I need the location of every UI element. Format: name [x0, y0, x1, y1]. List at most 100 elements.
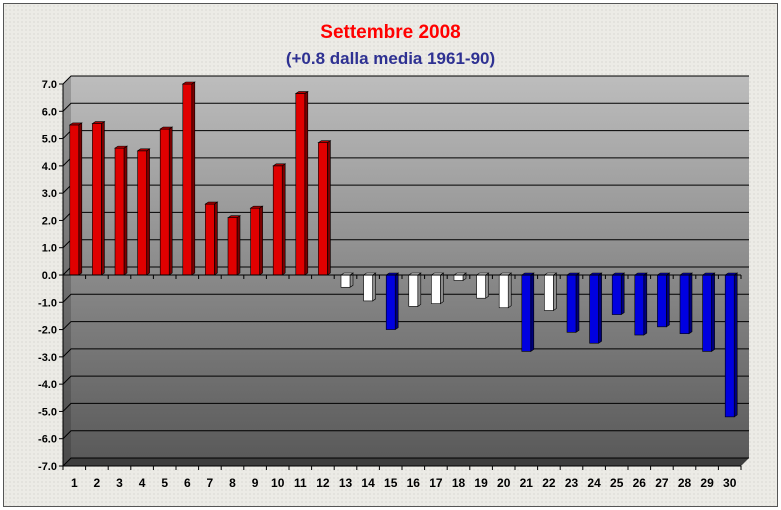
bar-day-22 — [543, 272, 558, 312]
x-tick-label: 22 — [542, 476, 556, 490]
bar — [205, 203, 215, 276]
bar-top — [91, 121, 106, 124]
bar-day-18 — [453, 272, 467, 282]
bar-top — [68, 122, 83, 126]
bar-day-15 — [385, 272, 400, 331]
bar-side — [733, 272, 738, 418]
bar — [431, 274, 441, 304]
bar-side — [711, 272, 715, 352]
x-tick-label: 24 — [587, 476, 601, 490]
x-tick-label: 2 — [94, 476, 101, 490]
bar-day-26 — [633, 272, 648, 336]
bar — [385, 274, 396, 330]
x-tick-label: 16 — [407, 476, 421, 490]
floor — [63, 458, 749, 466]
x-tick-label: 8 — [229, 476, 236, 490]
x-tick-label: 15 — [384, 476, 398, 490]
bar-side — [620, 272, 625, 316]
bar-day-4 — [136, 148, 151, 276]
x-tick-label: 25 — [610, 476, 624, 490]
y-tick-label: -2.0 — [38, 325, 57, 337]
gridline — [62, 457, 749, 467]
gridline — [62, 430, 749, 440]
bar-side — [440, 272, 444, 305]
bar-top — [272, 163, 287, 167]
bar-day-12 — [317, 140, 332, 276]
bar — [724, 274, 735, 418]
y-tick-label: 0.0 — [42, 270, 57, 282]
bar — [272, 165, 283, 276]
bar — [92, 123, 102, 276]
x-tick-label: 3 — [116, 476, 123, 490]
bar-side — [146, 148, 150, 276]
x-tick-label: 30 — [723, 476, 737, 490]
bar-day-30 — [724, 272, 739, 418]
chart-subtitle: (+0.8 dalla media 1961-90) — [285, 49, 496, 68]
bar-top — [249, 205, 264, 209]
bar-day-20 — [498, 272, 513, 309]
bar-side — [281, 163, 286, 276]
bar — [611, 274, 622, 315]
bar-side — [78, 122, 83, 276]
bar — [318, 142, 328, 276]
x-tick-label: 23 — [565, 476, 579, 490]
bar-side — [643, 272, 648, 336]
y-tick-label: -1.0 — [38, 297, 57, 309]
y-tick-label: 3.0 — [42, 188, 57, 200]
x-tick-label: 5 — [161, 476, 168, 490]
x-tick-label: 19 — [474, 476, 488, 490]
gridline — [62, 102, 749, 112]
y-tick-label: 2.0 — [42, 215, 57, 227]
bar — [114, 147, 125, 276]
bar-day-11 — [294, 90, 309, 276]
bar-day-9 — [249, 205, 264, 276]
bar-side — [304, 90, 309, 276]
bar-side — [394, 272, 399, 331]
bar-day-10 — [272, 163, 287, 276]
bar — [453, 274, 464, 281]
bar-side — [101, 121, 105, 276]
bar — [544, 274, 554, 311]
bar-top — [136, 148, 151, 152]
bar-day-1 — [68, 122, 83, 276]
x-tick-label: 20 — [497, 476, 511, 490]
bar — [227, 217, 238, 276]
bar-day-5 — [159, 126, 174, 276]
bar — [295, 93, 306, 276]
bar-top — [227, 215, 241, 218]
bar — [340, 274, 351, 288]
y-tick-label: -5.0 — [38, 406, 57, 418]
bar — [137, 150, 147, 276]
bar — [408, 274, 419, 307]
bar-day-24 — [588, 272, 603, 344]
x-tick-label: 27 — [655, 476, 669, 490]
x-tick-label: 10 — [271, 476, 285, 490]
bar — [498, 274, 509, 309]
bar — [634, 274, 645, 336]
bar-side — [507, 272, 512, 309]
x-tick-label: 28 — [678, 476, 692, 490]
x-tick-label: 1 — [71, 476, 78, 490]
bar-top — [114, 145, 128, 149]
bar-side — [666, 272, 670, 328]
x-tick-label: 18 — [452, 476, 466, 490]
bar-day-28 — [679, 272, 693, 335]
bar-side — [575, 272, 580, 333]
bar — [250, 207, 260, 276]
bar-top — [294, 91, 309, 94]
x-tick-label: 17 — [429, 476, 443, 490]
bar-day-16 — [407, 272, 422, 307]
bar-top — [181, 81, 196, 85]
y-tick-label: 4.0 — [42, 161, 57, 173]
y-tick-label: 7.0 — [42, 79, 57, 91]
bar-day-2 — [91, 121, 106, 276]
bar-side — [327, 140, 331, 276]
bar-day-19 — [475, 272, 490, 299]
x-tick-label: 4 — [139, 476, 146, 490]
bar-side — [530, 272, 535, 352]
x-tick-label: 14 — [361, 476, 375, 490]
bar — [521, 274, 532, 352]
bar-day-21 — [520, 272, 535, 352]
y-tick-label: -4.0 — [38, 379, 57, 391]
